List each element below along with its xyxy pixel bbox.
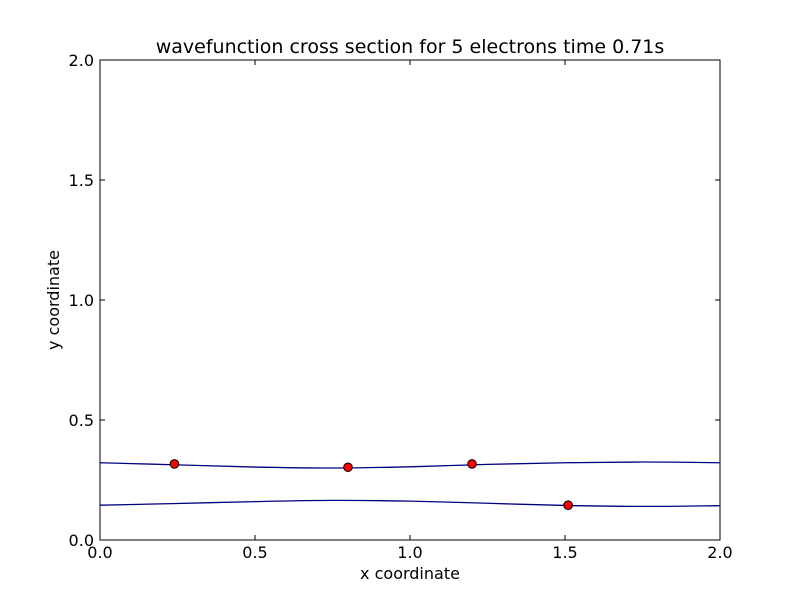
wavefunction-curve-1	[99, 461, 721, 469]
plot-area: 0.0 0.5 1.0 1.5 2.0 0.0 0.5 1.0 1.5 2.0	[69, 51, 733, 562]
x-tick-label: 0.5	[242, 543, 267, 562]
electron-marker	[563, 500, 573, 511]
series-layer	[99, 459, 721, 511]
electron-marker	[169, 459, 180, 469]
electron-marker	[467, 459, 477, 469]
ticks-layer: 0.0 0.5 1.0 1.5 2.0 0.0 0.5 1.0 1.5 2.0	[69, 51, 733, 562]
electron-marker	[343, 462, 353, 473]
x-tick-label: 1.5	[552, 543, 577, 562]
y-tick-label: 1.0	[69, 291, 94, 310]
axes-frame	[99, 59, 721, 541]
chart-title: wavefunction cross section for 5 electro…	[156, 36, 665, 58]
y-tick-label: 0.0	[69, 531, 94, 550]
x-axis-label: x coordinate	[360, 564, 460, 583]
wavefunction-curve-2	[99, 499, 721, 508]
x-tick-label: 0.0	[87, 543, 112, 562]
x-tick-label: 2.0	[707, 543, 732, 562]
y-axis-label: y coordinate	[44, 250, 63, 350]
x-tick-label: 1.0	[397, 543, 422, 562]
y-tick-label: 1.5	[69, 171, 94, 190]
y-tick-label: 2.0	[69, 51, 94, 70]
y-tick-label: 0.5	[69, 411, 94, 430]
